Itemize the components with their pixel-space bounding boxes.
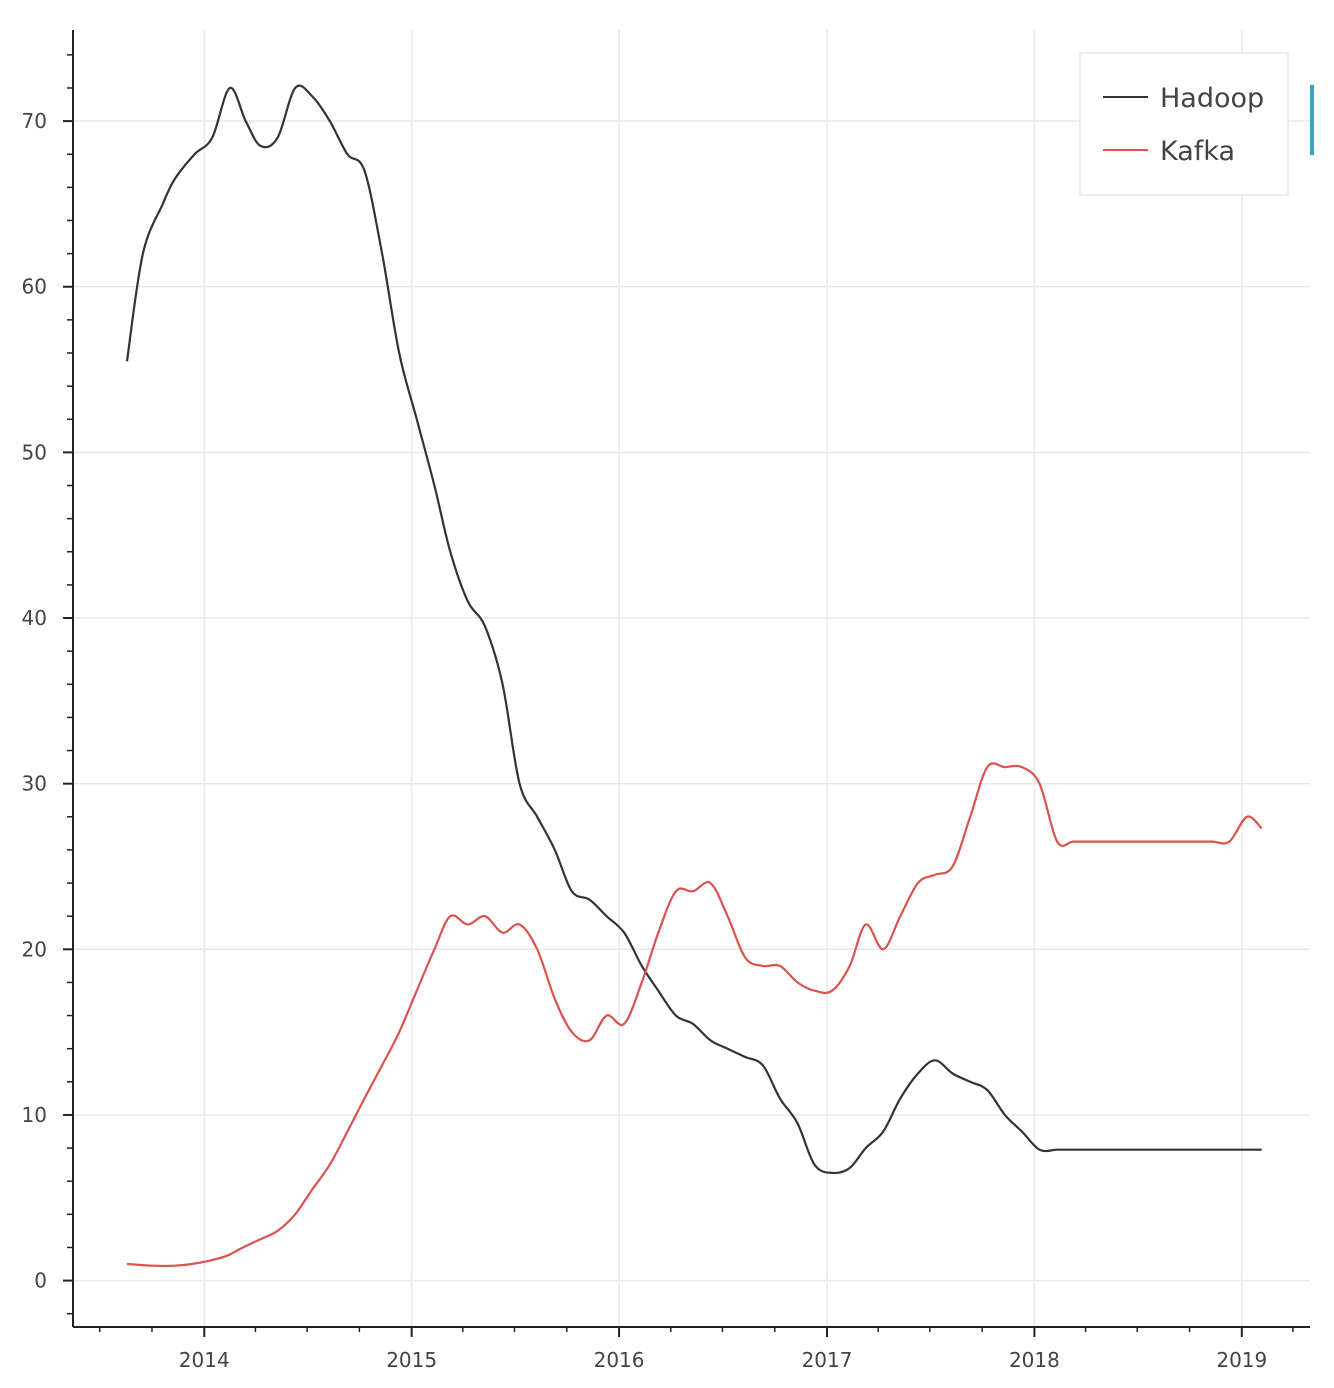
legend-label-kafka: Kafka [1160,136,1235,167]
series-line-hadoop [125,84,1262,1175]
x-tick-label: 2016 [594,1348,645,1372]
axis-ticks: 2014 2015 2016 2017 2018 2019 0 10 20 30 40 50 60 70 [22,54,1294,1372]
legend-box [1079,52,1289,196]
legend: Hadoop Kafka [1079,52,1289,196]
y-tick-label: 60 [22,275,47,299]
y-tick-label: 10 [22,1103,47,1127]
toolbar-edge-mark [1310,85,1314,155]
plot-background [73,30,1310,1322]
y-tick-label: 0 [34,1269,47,1293]
x-tick-label: 2015 [386,1348,437,1372]
series-lines [125,84,1263,1268]
x-tick-label: 2018 [1009,1348,1060,1372]
x-tick-label: 2019 [1216,1348,1267,1372]
y-tick-label: 40 [22,606,47,630]
y-tick-label: 50 [22,440,47,464]
y-tick-label: 70 [22,109,47,133]
x-tick-label: 2017 [802,1348,853,1372]
legend-label-hadoop: Hadoop [1160,83,1264,114]
y-tick-label: 20 [22,937,47,961]
y-tick-label: 30 [22,772,47,796]
series-line-kafka [126,762,1263,1268]
x-tick-label: 2014 [179,1348,230,1372]
axes [72,30,1310,1328]
